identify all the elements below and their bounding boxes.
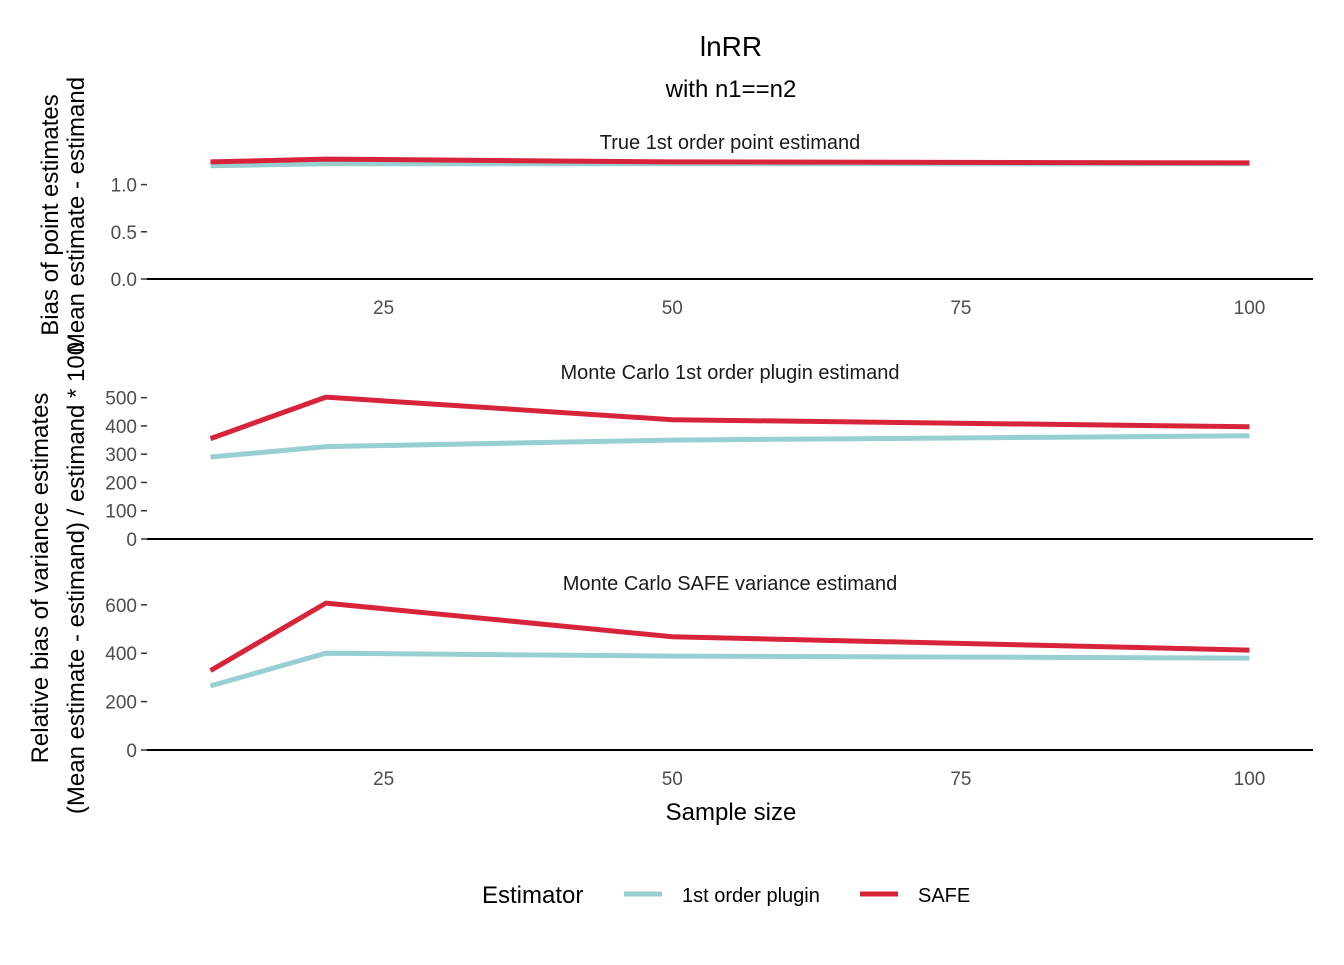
x-tick-label: 25 [373, 298, 394, 319]
panels-group: True 1st order point estimand 0.0 0.5 1.0 25… [105, 132, 1313, 790]
x-tick-label: 100 [1234, 298, 1266, 319]
panel-3: Monte Carlo SAFE variance estimand 0 200 40… [105, 573, 1313, 790]
legend-label-1st-order-plugin: 1st order plugin [682, 885, 820, 907]
series-line-1st-order-plugin [209, 650, 1250, 689]
y-tick-label: 600 [105, 596, 137, 617]
panel-1: True 1st order point estimand 0.0 0.5 1.0 25… [111, 132, 1313, 319]
x-tick-label: 50 [662, 769, 683, 790]
legend-label-safe: SAFE [918, 885, 970, 907]
y-axis-label-lower-line1: Relative bias of variance estimates [27, 393, 54, 764]
y-tick-label: 200 [105, 473, 137, 494]
series-line-1st-order-plugin [210, 433, 1250, 460]
panel-2: Monte Carlo 1st order plugin estimand 0 10… [105, 362, 1313, 551]
chart-subtitle: with n1==n2 [665, 76, 797, 103]
y-tick-label: 200 [105, 693, 137, 714]
legend: Estimator 1st order plugin SAFE [482, 882, 970, 909]
x-tick-label: 75 [950, 298, 971, 319]
y-tick-label: 0.5 [111, 223, 137, 244]
panel-title: Monte Carlo SAFE variance estimand [563, 573, 898, 595]
y-tick-label: 300 [105, 445, 137, 466]
x-tick-label: 75 [950, 769, 971, 790]
panel-title: Monte Carlo 1st order plugin estimand [560, 362, 899, 384]
chart-title: lnRR [700, 31, 762, 62]
legend-title: Estimator [482, 882, 583, 909]
x-tick-label: 50 [662, 298, 683, 319]
y-tick-label: 1.0 [111, 176, 137, 197]
series-line-safe [210, 156, 1250, 166]
x-tick-label: 25 [373, 769, 394, 790]
y-tick-label: 0 [126, 530, 137, 551]
y-tick-label: 400 [105, 644, 137, 665]
panel-title: True 1st order point estimand [600, 132, 861, 154]
y-tick-label: 400 [105, 417, 137, 438]
y-axis-label-upper-line2: Mean estimate - estimand [63, 77, 90, 353]
series-line-safe [209, 394, 1250, 441]
x-tick-label: 100 [1234, 769, 1266, 790]
y-tick-label: 500 [105, 389, 137, 410]
y-tick-label: 0.0 [111, 270, 137, 291]
y-tick-label: 0 [126, 741, 137, 762]
y-axis-label-lower-line2: (Mean estimate - estimand) / estimand * … [63, 342, 90, 814]
series-line-safe [209, 600, 1250, 673]
y-axis-label-upper-line1: Bias of point estimates [37, 94, 64, 335]
y-tick-label: 100 [105, 502, 137, 523]
x-axis-label: Sample size [666, 799, 797, 826]
